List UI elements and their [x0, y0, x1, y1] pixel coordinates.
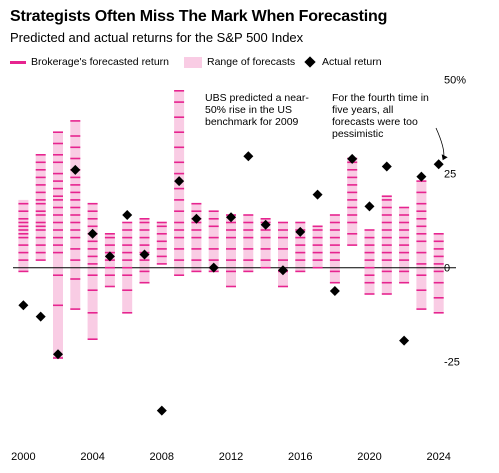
actual-return-marker-2020 — [364, 201, 375, 212]
actual-return-marker-2009 — [174, 176, 185, 187]
forecast-range-bar-2017 — [312, 226, 323, 268]
actual-return-marker-2000 — [18, 300, 29, 311]
forecast-range-bar-2008 — [156, 222, 167, 264]
y-tick-label-25: 25 — [444, 169, 456, 181]
forecast-range-bar-2013 — [243, 215, 254, 272]
forecast-range-bar-2023 — [416, 181, 427, 309]
y-tick-label-0: 0 — [444, 263, 450, 275]
actual-return-marker-2002 — [52, 349, 63, 360]
actual-return-marker-2017 — [312, 189, 323, 200]
forecast-line-swatch-icon — [10, 60, 26, 64]
legend-item-actual: Actual return — [304, 55, 382, 69]
actual-return-marker-2004 — [87, 228, 98, 239]
x-tick-label-2008: 2008 — [150, 451, 174, 463]
forecast-range-bar-2020 — [364, 230, 375, 294]
actual-return-marker-2012 — [226, 212, 237, 223]
annotation-ubs: UBS predicted a near-50% rise in the US … — [205, 92, 309, 128]
actual-return-marker-2019 — [347, 153, 358, 164]
actual-return-marker-2001 — [35, 311, 46, 322]
legend-label-forecast: Brokerage's forecasted return — [31, 56, 169, 68]
actual-return-marker-2008 — [156, 405, 167, 416]
actual-return-marker-2018 — [329, 286, 340, 296]
actual-return-marker-2024 — [433, 159, 444, 170]
annotation-pessimistic: For the fourth time in five years, all f… — [332, 92, 429, 140]
forecast-range-bar-2019 — [347, 158, 358, 245]
annotation-arrow-head — [441, 154, 448, 161]
x-tick-label-2004: 2004 — [80, 451, 104, 463]
legend-label-actual: Actual return — [322, 56, 382, 68]
actual-return-marker-2005 — [104, 251, 115, 262]
legend-label-range: Range of forecasts — [207, 56, 296, 68]
forecast-range-bar-2014 — [260, 218, 271, 268]
actual-return-marker-2011 — [208, 262, 219, 273]
forecast-range-bar-2012 — [226, 215, 236, 287]
actual-return-marker-2007 — [139, 249, 150, 260]
legend-item-range: Range of forecasts — [184, 55, 295, 69]
chart-title: Strategists Often Miss The Mark When For… — [10, 8, 388, 25]
forecast-range-bar-2001 — [35, 154, 46, 261]
actual-return-marker-2013 — [243, 151, 254, 162]
forecast-range-bar-2018 — [329, 215, 340, 283]
actual-return-marker-2022 — [399, 335, 410, 346]
forecast-range-bar-2004 — [87, 203, 98, 340]
chart-subtitle: Predicted and actual returns for the S&P… — [10, 30, 304, 45]
y-tick-label-50: 50% — [444, 75, 466, 87]
forecast-range-bar-2016 — [295, 222, 306, 272]
forecast-range-bar-2015 — [278, 222, 288, 287]
x-tick-label-2016: 2016 — [288, 451, 312, 463]
range-swatch-icon — [184, 56, 202, 68]
actual-return-marker-2023 — [416, 171, 427, 182]
actual-return-marker-2014 — [260, 219, 271, 230]
actual-return-marker-2003 — [70, 164, 81, 175]
forecast-range-bar-2024 — [433, 233, 444, 313]
x-tick-label-2024: 2024 — [426, 451, 450, 463]
actual-return-marker-2015 — [277, 265, 288, 276]
actual-return-marker-2016 — [295, 226, 306, 237]
x-tick-label-2012: 2012 — [219, 451, 243, 463]
forecast-range-bar-2011 — [208, 211, 219, 272]
annotation-arrow-line — [435, 127, 445, 158]
actual-return-marker-2021 — [381, 161, 392, 172]
actual-return-marker-2010 — [191, 213, 202, 224]
y-tick-label--25: -25 — [444, 357, 460, 369]
legend-item-forecast: Brokerage's forecasted return — [10, 55, 169, 69]
actual-return-marker-2006 — [122, 209, 133, 220]
forecast-range-bar-2000 — [18, 199, 29, 272]
x-tick-label-2000: 2000 — [11, 451, 35, 463]
x-tick-label-2020: 2020 — [357, 451, 381, 463]
